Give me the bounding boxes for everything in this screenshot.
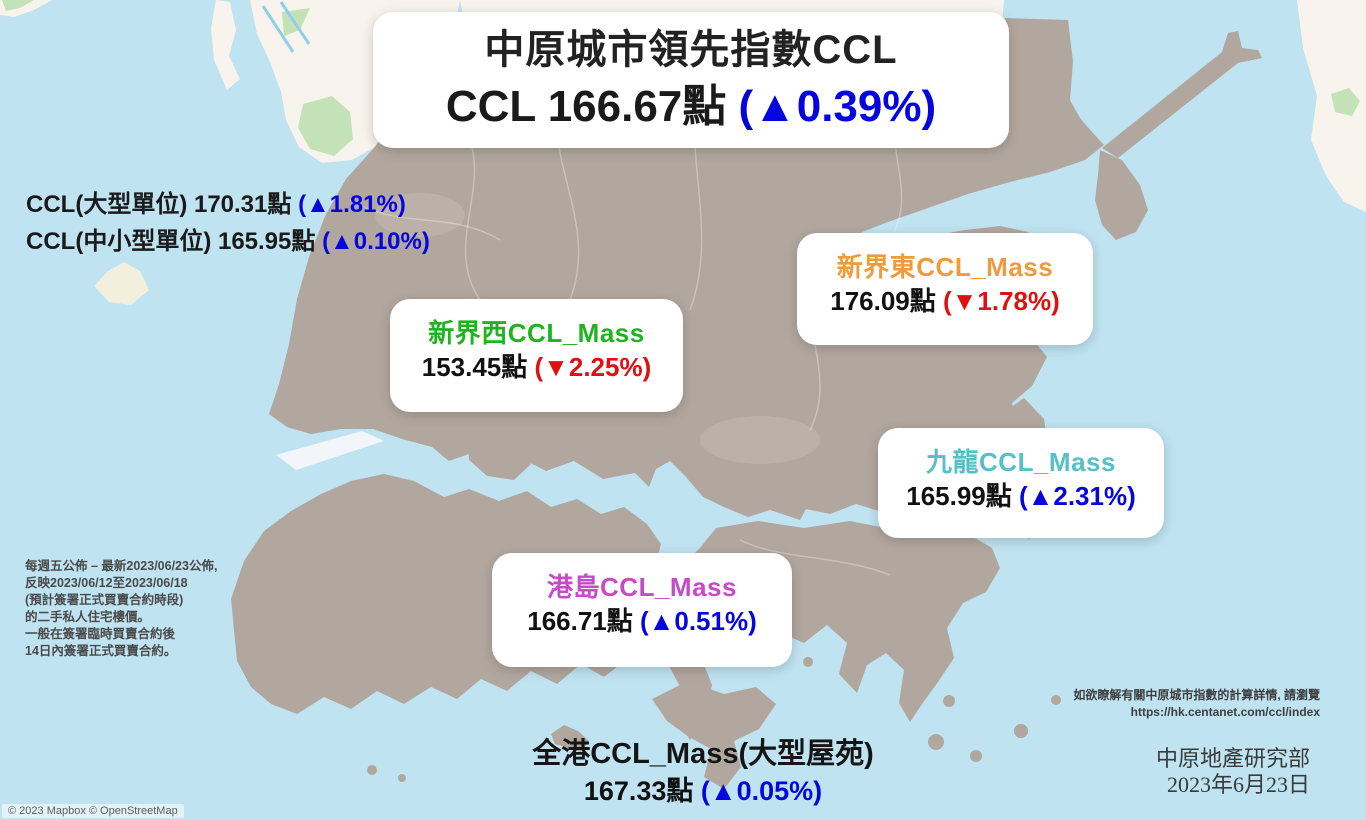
summary-change: (▲0.10%) [322,228,430,255]
summary-label: CCL(大型單位) 170.31點 [26,191,299,218]
ne-spit [1102,31,1262,158]
waterways [261,1,311,53]
region-card-kowloon: 九龍CCL_Mass 165.99點 (▲2.31%) [878,428,1164,538]
region-change: (▼2.25%) [534,352,652,382]
summary-label: CCL(中小型單位) 165.95點 [26,228,323,255]
region-title: 港島CCL_Mass [547,572,737,602]
calculation-info: 如欲瞭解有關中原城市指數的計算詳情, 請瀏覽 https://hk.centan… [1073,687,1320,721]
ccl-headline: CCL 166.67點 (▲0.39%) [373,78,1009,136]
region-value-line: 176.09點 (▼1.78%) [797,283,1093,319]
publication-notes: 每週五公佈 – 最新2023/06/23公佈, 反映2023/06/12至202… [25,558,217,660]
airport [276,431,384,470]
note-line: 每週五公佈 – 最新2023/06/23公佈, [25,559,218,573]
ccl-value: CCL 166.67點 [445,82,739,131]
title-card: 中原城市領先指數CCL CCL 166.67點 (▲0.39%) [373,12,1009,148]
region-change: (▲0.51%) [639,606,757,636]
credit-date: 2023年6月23日 [1166,772,1310,797]
sub-index-summary: CCL(大型單位) 170.31點 (▲1.81%) CCL(中小型單位) 16… [26,186,430,260]
map-attribution: © 2023 Mapbox © OpenStreetMap [2,804,184,818]
note-line: (預計簽署正式買賣合約時段) [25,593,184,607]
region-value-line: 166.71點 (▲0.51%) [492,603,792,639]
summary-line-small-mid-units: CCL(中小型單位) 165.95點 (▲0.10%) [26,223,430,260]
overall-mass-index: 全港CCL_Mass(大型屋苑) 167.33點 (▲0.05%) [453,736,953,809]
region-card-hk-island: 港島CCL_Mass 166.71點 (▲0.51%) [492,553,792,667]
region-value-line: 153.45點 (▼2.25%) [390,349,683,385]
credit-block: 中原地產研究部 2023年6月23日 [1156,746,1310,798]
overall-value-line: 167.33點 (▲0.05%) [453,773,953,809]
summary-change: (▲1.81%) [298,191,406,218]
region-value: 176.09點 [830,286,943,316]
note-line: 一般在簽署臨時買賣合約後 [25,627,176,641]
region-change: (▲2.31%) [1018,481,1136,511]
info-url: https://hk.centanet.com/ccl/index [1130,705,1320,719]
credit-org: 中原地產研究部 [1155,746,1310,771]
overall-value: 167.33點 [583,776,701,806]
region-value: 166.71點 [527,606,640,636]
region-value: 165.99點 [906,481,1019,511]
region-title: 新界東CCL_Mass [836,252,1054,282]
note-line: 反映2023/06/12至2023/06/18 [25,576,188,590]
note-line: 的二手私人住宅樓價。 [25,610,151,624]
region-card-nt-west: 新界西CCL_Mass 153.45點 (▼2.25%) [390,299,683,412]
lingding-island [94,262,149,305]
region-value-line: 165.99點 (▲2.31%) [878,478,1164,514]
region-title: 九龍CCL_Mass [926,447,1116,477]
urban-patches [375,193,820,464]
info-text: 如欲瞭解有關中原城市指數的計算詳情, 請瀏覽 [1073,688,1320,702]
region-card-nt-east: 新界東CCL_Mass 176.09點 (▼1.78%) [797,233,1093,345]
note-line: 14日內簽署正式買賣合約。 [25,644,177,658]
region-change: (▼1.78%) [942,286,1060,316]
summary-line-large-units: CCL(大型單位) 170.31點 (▲1.81%) [26,186,430,223]
page-title: 中原城市領先指數CCL [484,28,898,72]
ccl-change: (▲0.39%) [738,82,937,131]
overall-label: 全港CCL_Mass(大型屋苑) [532,738,874,770]
region-value: 153.45點 [421,352,535,382]
region-title: 新界西CCL_Mass [428,318,645,348]
overall-change: (▲0.05%) [700,776,823,806]
